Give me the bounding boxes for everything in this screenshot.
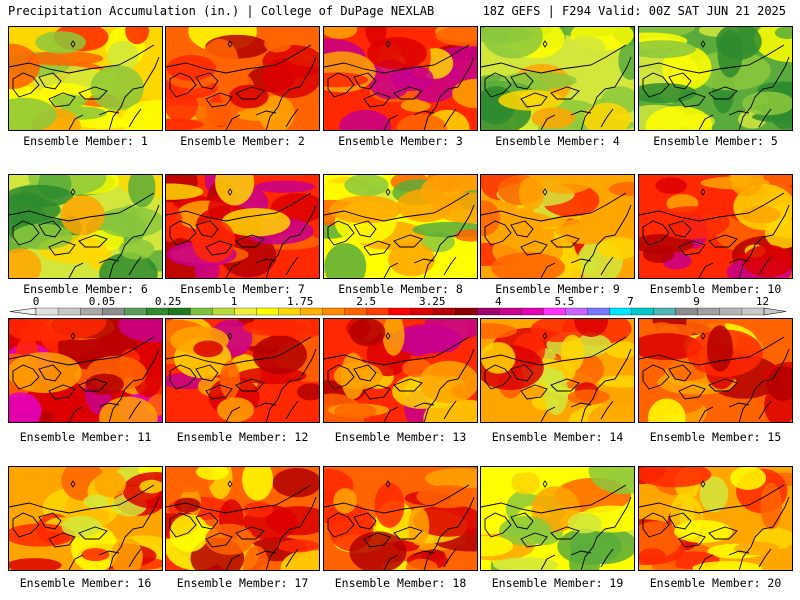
ensemble-map-6 [8, 174, 163, 279]
colorbar-segment [477, 307, 500, 316]
colorbar-under-arrow [9, 307, 37, 316]
ensemble-map-15 [638, 318, 793, 423]
ensemble-map-1 [8, 26, 163, 131]
ensemble-member-caption: Ensemble Member: 8 [338, 282, 463, 296]
model-run-info: 18Z GEFS | F294 Valid: 00Z SAT JUN 21 20… [482, 4, 786, 18]
ensemble-member-caption: Ensemble Member: 6 [23, 282, 148, 296]
colorbar-segment [168, 307, 191, 316]
precipitation-colorbar: 0 0.05 0.25 1 1.75 2.5 3.25 4 5.5 7 9 12 [9, 295, 787, 316]
ensemble-member-caption: Ensemble Member: 17 [176, 576, 309, 590]
ensemble-map-3 [323, 26, 478, 131]
colorbar-segment [35, 307, 59, 316]
ensemble-map-10 [638, 174, 793, 279]
colorbar-tick-label: 0 [33, 295, 40, 308]
colorbar-tick-label: 0.25 [155, 295, 182, 308]
colorbar-tick-label: 1 [231, 295, 238, 308]
ensemble-map-16 [8, 466, 163, 571]
ensemble-member-caption: Ensemble Member: 11 [19, 430, 152, 444]
colorbar-tick-label: 4 [495, 295, 502, 308]
colorbar-segment [719, 307, 743, 316]
ensemble-member-caption: Ensemble Member: 19 [491, 576, 624, 590]
colorbar-segment [454, 307, 478, 316]
ensemble-member-caption: Ensemble Member: 20 [649, 576, 782, 590]
ensemble-member-caption: Ensemble Member: 1 [23, 134, 148, 148]
colorbar-segment [521, 307, 544, 316]
colorbar-segment [587, 307, 611, 316]
colorbar-segment [432, 307, 456, 316]
colorbar-segment [697, 307, 721, 316]
ensemble-map-2 [165, 26, 320, 131]
colorbar-segment [124, 307, 147, 316]
ensemble-member-caption: Ensemble Member: 18 [334, 576, 467, 590]
ensemble-member-caption: Ensemble Member: 16 [19, 576, 152, 590]
ensemble-map-20 [638, 466, 793, 571]
colorbar-segment [146, 307, 169, 316]
colorbar-segment [256, 307, 280, 316]
ensemble-map-12 [165, 318, 320, 423]
ensemble-member-caption: Ensemble Member: 9 [495, 282, 620, 296]
ensemble-map-19 [480, 466, 635, 571]
colorbar-segment [410, 307, 434, 316]
ensemble-member-caption: Ensemble Member: 10 [649, 282, 782, 296]
colorbar-segment [543, 307, 566, 316]
ensemble-map-17 [165, 466, 320, 571]
chart-title: Precipitation Accumulation (in.) | Colle… [8, 4, 435, 18]
ensemble-map-4 [480, 26, 635, 131]
ensemble-map-13 [323, 318, 478, 423]
ensemble-map-18 [323, 466, 478, 571]
colorbar-segment [57, 307, 81, 316]
ensemble-map-8 [323, 174, 478, 279]
ensemble-map-11 [8, 318, 163, 423]
ensemble-map-7 [165, 174, 320, 279]
ensemble-map-9 [480, 174, 635, 279]
colorbar-segment [675, 307, 699, 316]
ensemble-map-5 [638, 26, 793, 131]
ensemble-map-14 [480, 318, 635, 423]
colorbar-segment [102, 307, 125, 316]
ensemble-member-caption: Ensemble Member: 4 [495, 134, 620, 148]
ensemble-member-caption: Ensemble Member: 3 [338, 134, 463, 148]
colorbar-segment [565, 307, 588, 316]
colorbar-tick-label: 7 [627, 295, 634, 308]
colorbar-tick-label: 2.5 [356, 295, 376, 308]
ensemble-member-caption: Ensemble Member: 14 [491, 430, 624, 444]
ensemble-member-caption: Ensemble Member: 7 [180, 282, 305, 296]
colorbar-segment [79, 307, 103, 316]
ensemble-member-caption: Ensemble Member: 15 [649, 430, 782, 444]
colorbar-segment [741, 307, 765, 316]
colorbar-segment [278, 307, 302, 316]
ensemble-member-caption: Ensemble Member: 5 [653, 134, 778, 148]
ensemble-member-caption: Ensemble Member: 13 [334, 430, 467, 444]
colorbar-tick-label: 5.5 [554, 295, 574, 308]
colorbar-tick-label: 0.05 [89, 295, 116, 308]
colorbar-segment [609, 307, 633, 316]
colorbar-segment [322, 307, 346, 316]
colorbar-segment [190, 307, 213, 316]
ensemble-member-caption: Ensemble Member: 12 [176, 430, 309, 444]
colorbar-segment [344, 307, 368, 316]
colorbar-tick-label: 12 [756, 295, 769, 308]
colorbar-tick-label: 9 [693, 295, 700, 308]
colorbar-over-arrow [763, 307, 787, 316]
colorbar-segment [388, 307, 412, 316]
colorbar-tick-label: 1.75 [287, 295, 314, 308]
colorbar-segment [653, 307, 677, 316]
colorbar-segment [212, 307, 235, 316]
colorbar-segment [234, 307, 258, 316]
colorbar-segment [631, 307, 655, 316]
colorbar-tick-label: 3.25 [419, 295, 446, 308]
colorbar-segment [499, 307, 522, 316]
colorbar-segment [300, 307, 324, 316]
ensemble-member-caption: Ensemble Member: 2 [180, 134, 305, 148]
colorbar-segment [366, 307, 390, 316]
